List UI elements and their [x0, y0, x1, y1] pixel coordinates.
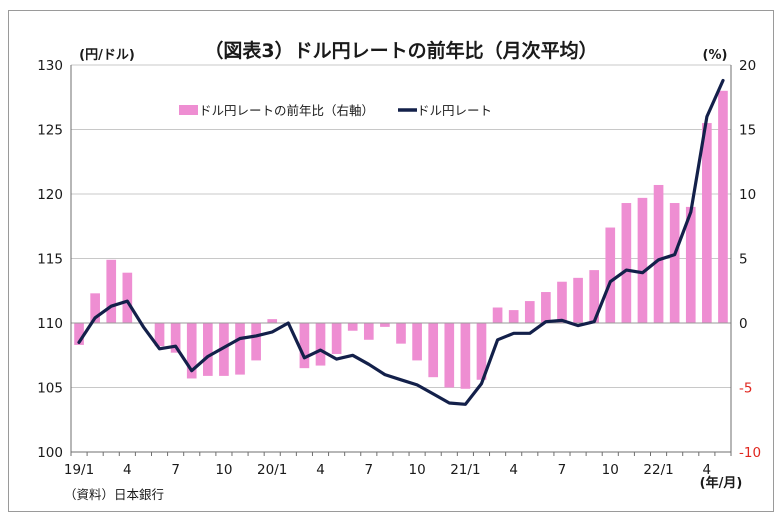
x-tick-label: 4	[123, 462, 132, 478]
yoy-bar	[299, 323, 310, 369]
yoy-bar	[653, 184, 664, 323]
yoy-bar	[396, 323, 406, 344]
yoy-bar	[589, 270, 599, 323]
yoy-bar	[508, 310, 519, 323]
yoy-bar	[380, 323, 390, 327]
x-tick-label: 4	[316, 462, 325, 478]
chart-title: （図表3）ドル円レートの前年比（月次平均）	[204, 39, 597, 62]
yoy-bar	[315, 323, 326, 366]
yoy-bar	[573, 277, 583, 323]
yoy-bar	[476, 323, 487, 380]
yoy-bar	[235, 323, 245, 375]
yoy-bar	[347, 323, 358, 331]
yoy-bar	[154, 323, 165, 347]
x-tick-label: 10	[215, 462, 232, 478]
yoy-bar	[428, 323, 439, 378]
yoy-bar	[492, 307, 503, 323]
yoy-bars	[71, 90, 731, 389]
left-tick-label: 125	[37, 123, 63, 139]
yoy-bar	[122, 272, 133, 323]
x-tick-label: 7	[171, 462, 180, 478]
yoy-bar	[685, 206, 696, 323]
bar-line-combo-chart: 100 105 110 115 120 125 130 -10 -5 0 5 10 15 20 19/1 4 7…	[37, 39, 761, 502]
yoy-bar	[186, 323, 197, 379]
left-tick-label: 100	[37, 445, 63, 461]
legend-bar-swatch	[179, 105, 198, 115]
chart-frame: 100 105 110 115 120 125 130 -10 -5 0 5 10 15 20 19/1 4 7…	[8, 10, 774, 512]
horizontal-gridlines	[71, 64, 731, 453]
yoy-bar	[74, 323, 84, 345]
yoy-bar	[331, 323, 342, 354]
yoy-bar	[363, 323, 374, 340]
yoy-bar	[170, 323, 181, 353]
source-note: （資料）日本銀行	[64, 487, 164, 502]
x-tick-label: 7	[558, 462, 567, 478]
usd-jpy-rate-line	[77, 78, 725, 406]
legend: ドル円レートの前年比（右軸） ドル円レート	[179, 103, 492, 118]
yoy-bar	[444, 323, 455, 388]
legend-bar-label: ドル円レートの前年比（右軸）	[199, 103, 374, 118]
right-tick-label: 15	[739, 123, 756, 139]
yoy-bar	[702, 123, 712, 323]
yoy-bar	[267, 319, 278, 323]
yoy-bar	[718, 90, 728, 323]
x-tick-label: 4	[509, 462, 518, 478]
left-axis-unit: (円/ドル)	[79, 48, 135, 63]
axes: 100 105 110 115 120 125 130 -10 -5 0 5 10 15 20 19/1 4 7…	[37, 58, 761, 478]
right-tick-label: 20	[739, 58, 756, 74]
right-tick-label: 5	[739, 252, 748, 268]
yoy-bar	[90, 293, 100, 323]
right-tick-label: -5	[739, 381, 752, 397]
legend-line-label: ドル円レート	[417, 103, 492, 118]
right-axis-unit: (%)	[703, 48, 728, 63]
yoy-bar	[460, 323, 471, 389]
yoy-bar	[557, 281, 567, 323]
yoy-bar	[219, 323, 229, 376]
x-tick-label: 19/1	[64, 462, 94, 478]
x-axis-unit: (年/月)	[700, 475, 743, 491]
right-tick-label: -10	[739, 445, 761, 461]
right-tick-label: 10	[739, 187, 756, 203]
yoy-bar	[669, 203, 680, 323]
x-tick-label: 21/1	[450, 462, 480, 478]
x-tick-label: 4	[703, 462, 712, 478]
rate-line-layer	[77, 78, 725, 406]
left-tick-label: 105	[37, 381, 63, 397]
x-tick-label: 10	[602, 462, 619, 478]
x-tick-label: 22/1	[643, 462, 673, 478]
x-tick-label: 20/1	[257, 462, 287, 478]
x-tick-label: 7	[365, 462, 374, 478]
yoy-bar	[106, 259, 117, 323]
yoy-bar	[541, 292, 551, 323]
yoy-bar	[605, 227, 616, 323]
yoy-bar	[637, 197, 648, 323]
right-tick-label: 0	[739, 316, 748, 332]
yoy-bar	[412, 323, 422, 361]
yoy-bar	[203, 323, 213, 376]
yoy-bar	[251, 323, 261, 361]
yoy-bar	[621, 203, 632, 323]
left-tick-label: 115	[37, 252, 63, 268]
x-tick-label: 10	[409, 462, 426, 478]
left-tick-label: 130	[37, 58, 63, 74]
left-tick-label: 120	[37, 187, 63, 203]
yoy-bar	[524, 301, 535, 323]
left-tick-label: 110	[37, 316, 63, 332]
